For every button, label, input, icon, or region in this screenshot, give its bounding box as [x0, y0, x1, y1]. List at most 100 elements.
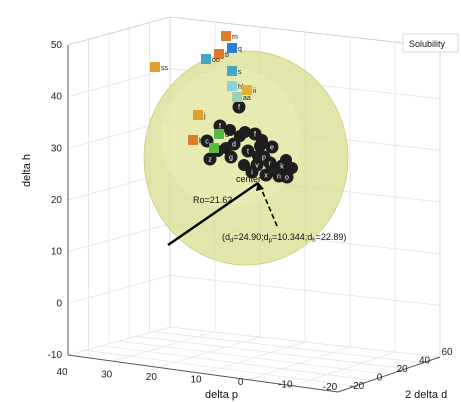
- z-tick-label: 50: [51, 40, 63, 51]
- inside-point-label: z: [208, 157, 212, 164]
- center-dashed-line: [260, 187, 278, 227]
- outside-point-label: s: [238, 69, 242, 76]
- inside-point-label: t: [247, 149, 249, 156]
- outside-point-label: oo: [212, 57, 220, 64]
- outside-point: [214, 129, 224, 139]
- center-coordinates: (dd=24.90;dp=10.344;dh=22.89): [222, 232, 346, 244]
- inside-point-label: f: [254, 132, 256, 139]
- inside-point: [227, 137, 241, 151]
- y-tick-label: -20: [350, 381, 365, 392]
- x-tick-label: 40: [56, 367, 68, 378]
- z-tick-label: 20: [51, 195, 63, 206]
- inside-point-label: n: [277, 174, 281, 181]
- inside-point: [241, 144, 255, 158]
- inside-point-label: v: [255, 163, 259, 170]
- box-edge: [67, 16, 171, 46]
- inside-point: [224, 150, 238, 164]
- y-tick-label: 20: [396, 364, 408, 375]
- y-tick-label: 40: [419, 356, 431, 367]
- outside-point: [209, 143, 219, 153]
- inside-point: [224, 124, 236, 136]
- z-tick-label: -10: [48, 350, 63, 361]
- outside-point: [227, 43, 237, 53]
- y-tick-label: 0: [377, 373, 383, 384]
- legend-box: [402, 33, 459, 53]
- z-tick-label: 40: [51, 92, 63, 103]
- x-tick-label: -20: [323, 382, 338, 393]
- y-tick-label: 60: [441, 347, 453, 358]
- x-tick-label: 30: [101, 370, 113, 381]
- z-gridline-left: [67, 223, 171, 253]
- x-tick-label: 20: [146, 372, 158, 383]
- solubility-sphere: [143, 50, 349, 266]
- inside-point-label: k: [280, 164, 284, 171]
- outside-point: [227, 66, 237, 76]
- axes-box: [67, 16, 441, 393]
- inside-point: [263, 156, 277, 170]
- outside-point-label: b: [225, 52, 229, 59]
- x-tick-label: 10: [190, 375, 202, 386]
- z-tick-label: 10: [51, 247, 63, 258]
- outside-point: [221, 31, 231, 41]
- outside-point-label: aa: [243, 95, 251, 102]
- x-tick-label: 0: [238, 377, 244, 388]
- inside-point-label: d: [232, 142, 236, 149]
- legend-label: Solubility: [409, 39, 446, 49]
- outside-point-label: m: [232, 34, 238, 41]
- floor-gridline: [118, 340, 390, 375]
- inside-point: [275, 159, 289, 173]
- inside-point-label: c: [205, 139, 209, 146]
- inside-point: [248, 127, 262, 141]
- outside-point: [193, 110, 203, 120]
- y-axis-label: 2 delta d: [405, 389, 447, 401]
- inside-point-label: p: [262, 155, 266, 162]
- inside-point: [280, 170, 294, 184]
- tick-labels: -10 0 10 20 30 40 50 40 30 20 10 0 -10 -20 -20 0 20 40 60: [48, 40, 453, 393]
- outside-point-label: hh: [238, 84, 246, 91]
- inside-point: [265, 140, 279, 154]
- outside-point-label: j: [203, 113, 206, 120]
- outside-point-label: j: [219, 146, 222, 153]
- inside-point-label: i: [251, 170, 253, 177]
- outside-point: [242, 85, 252, 95]
- outside-point-label: d: [225, 132, 229, 139]
- outside-point-label: ss: [161, 65, 169, 72]
- inside-point: [232, 100, 246, 114]
- x-axis-line: [67, 354, 339, 393]
- radius-label: Ro=21.62: [193, 195, 232, 205]
- inside-point-label: f: [219, 124, 221, 131]
- inside-point-label: e: [270, 145, 274, 152]
- outside-point: [188, 135, 198, 145]
- inside-point: [203, 152, 217, 166]
- data-points: fffcdetpzgvwnxroikmssbqooshhaaiijhdj: [150, 31, 298, 184]
- inside-point-label: g: [229, 155, 233, 162]
- outside-point: [232, 92, 242, 102]
- outside-point-label: ii: [253, 88, 257, 95]
- floor-gridline: [152, 331, 424, 364]
- x-axis-label: delta p: [205, 389, 238, 401]
- box-edge: [169, 16, 441, 48]
- center-label: center: [236, 174, 261, 184]
- inside-point-label: x: [264, 173, 268, 180]
- z-gridline-left: [67, 68, 171, 98]
- outside-point: [227, 81, 237, 91]
- radius-line: [167, 182, 259, 246]
- z-axis-label: delta h: [21, 154, 33, 187]
- outside-point: [201, 54, 211, 64]
- floor-gridline: [135, 335, 407, 370]
- z-tick-label: 30: [51, 143, 63, 154]
- z-gridline-left: [67, 274, 171, 304]
- inside-point-label: r: [269, 161, 272, 168]
- z-tick-label: 0: [56, 298, 62, 309]
- inside-point-label: f: [238, 105, 240, 112]
- inside-point: [259, 168, 273, 182]
- x-tick-label: -10: [278, 380, 293, 391]
- center-arrowhead: [256, 182, 264, 191]
- outside-point-label: q: [238, 46, 242, 53]
- outside-point: [150, 62, 160, 72]
- outside-point: [214, 49, 224, 59]
- outside-point-label: h: [199, 138, 203, 145]
- y-axis-line: [337, 356, 441, 393]
- inside-point: [245, 165, 259, 179]
